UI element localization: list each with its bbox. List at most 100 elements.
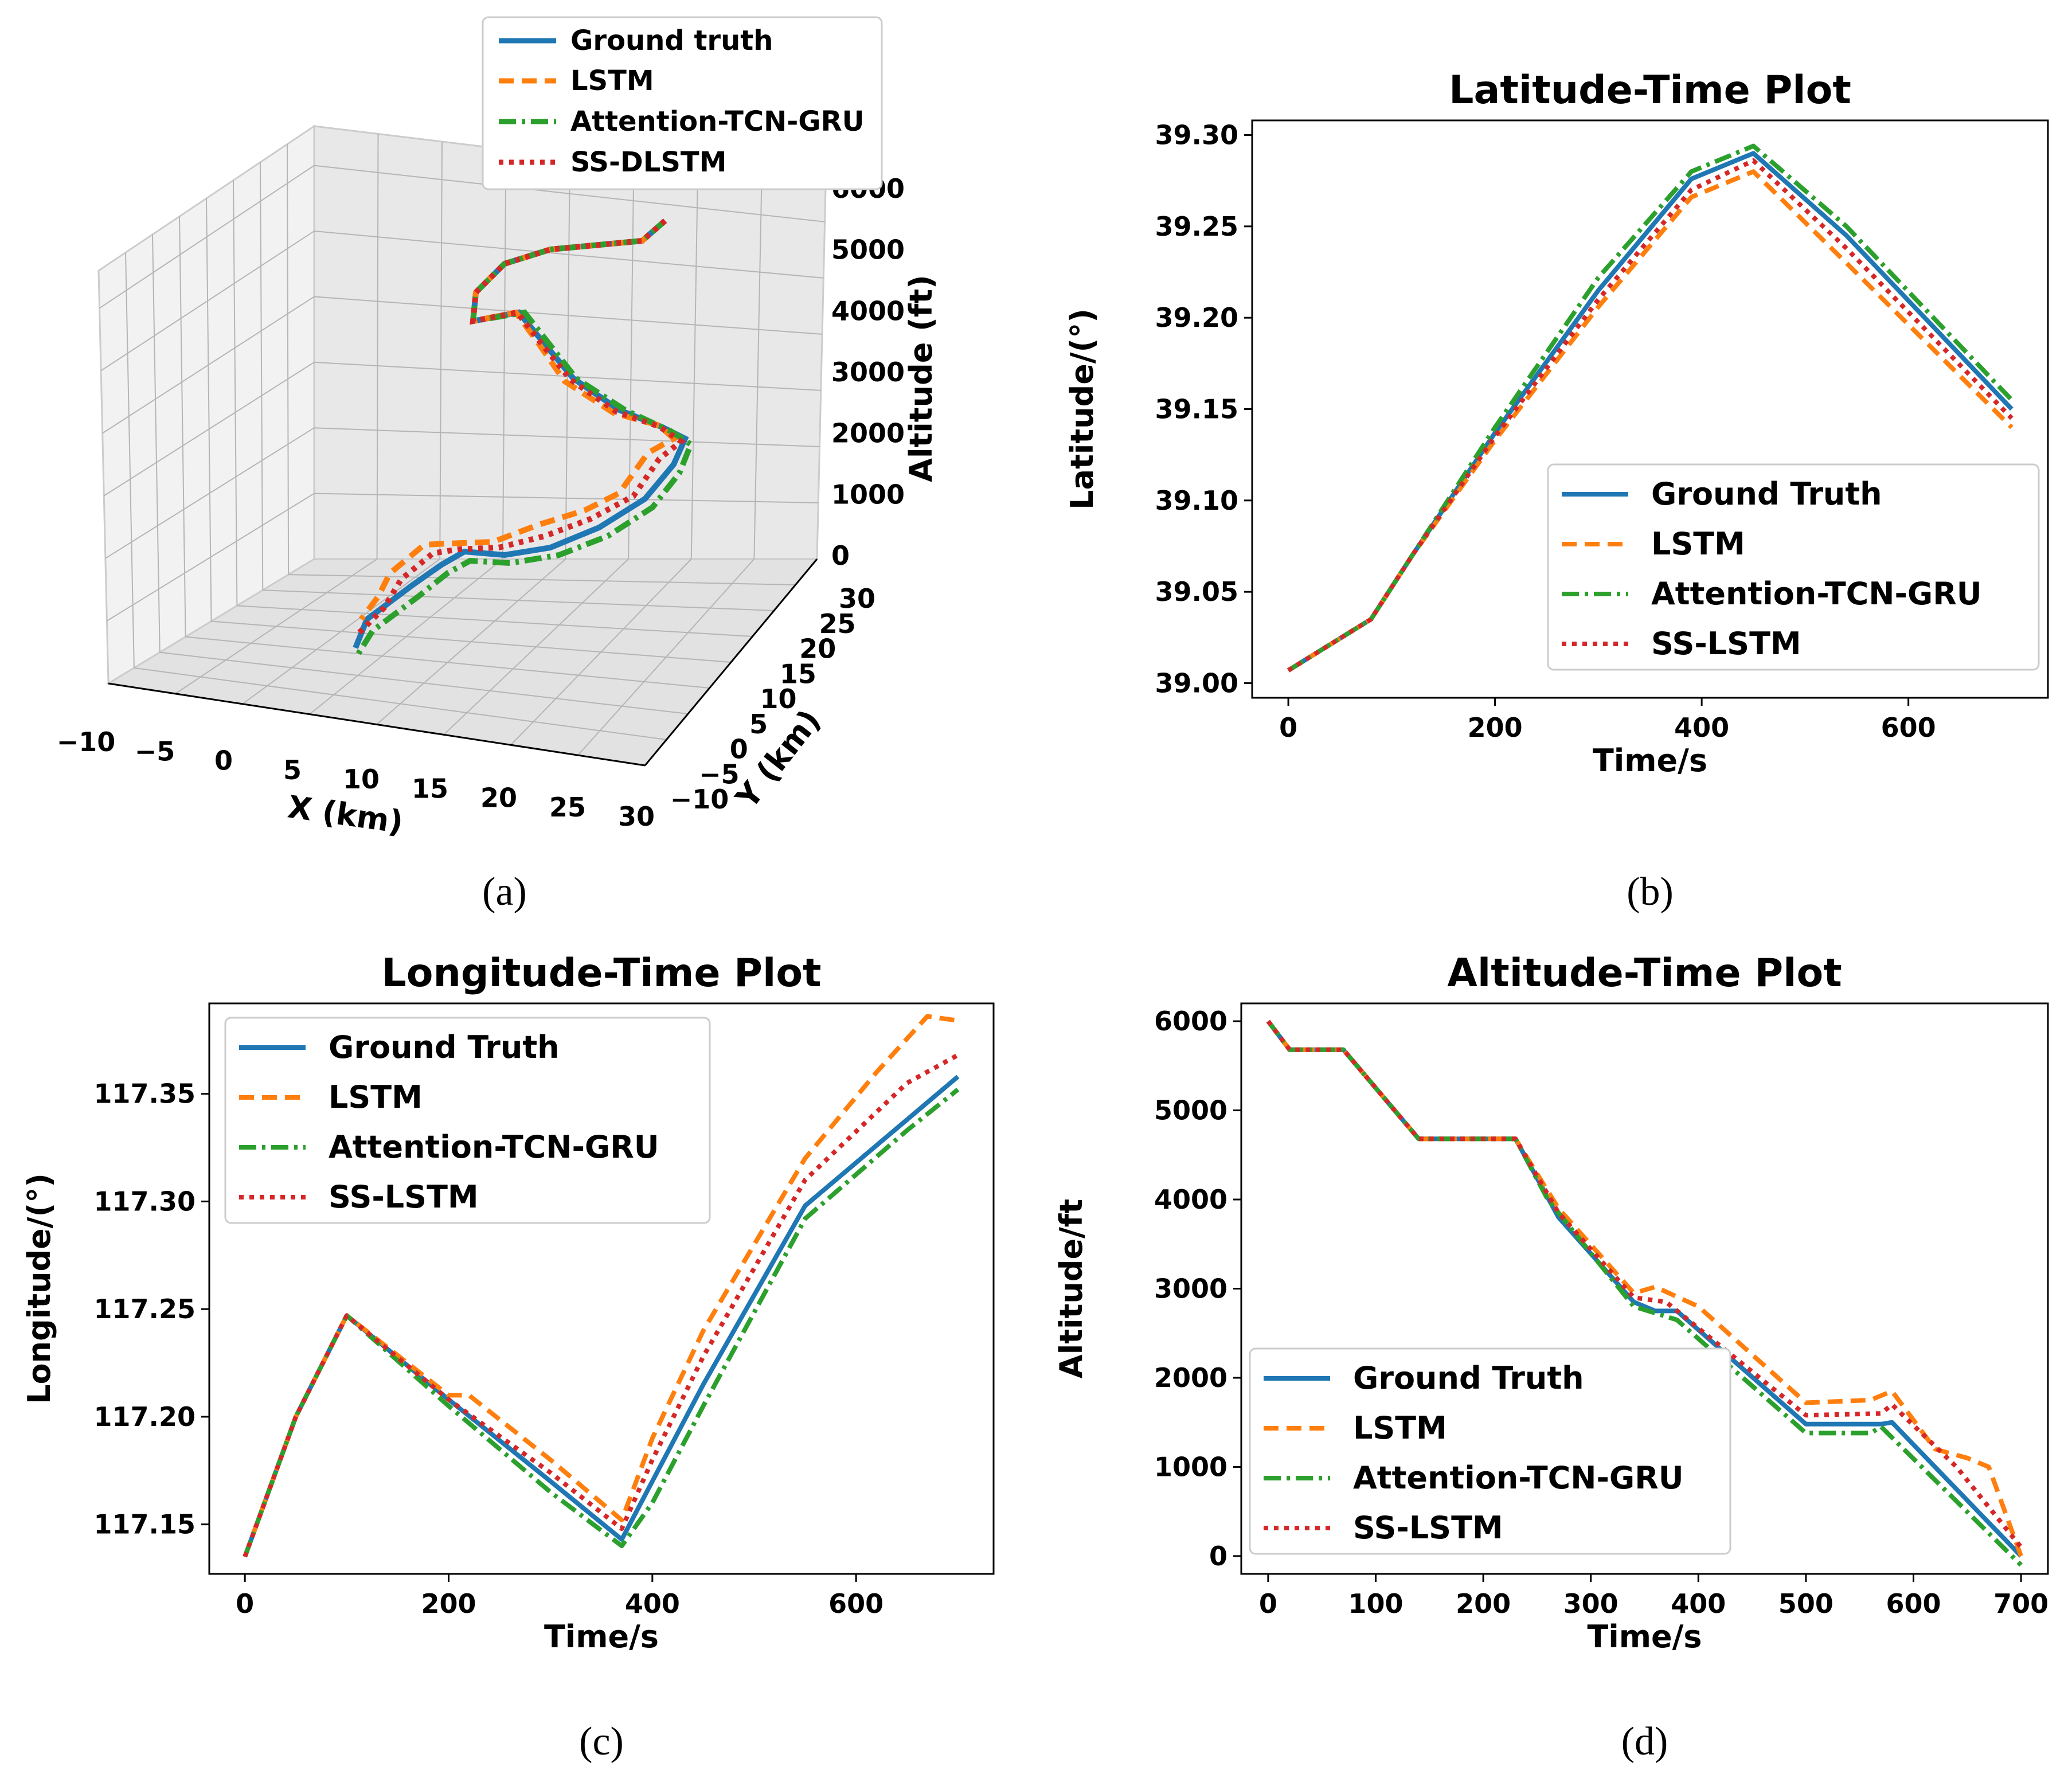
- legend-item-ground-truth: Ground Truth: [239, 1029, 560, 1065]
- legend-label: LSTM: [570, 65, 654, 97]
- grid-line: [628, 165, 635, 560]
- x-tick-label: 400: [1671, 1588, 1726, 1619]
- x-tick-label-3d: −5: [135, 736, 175, 767]
- panel-c-longitude-time: Longitude-Time Plot 0 200 400 600 117.15 117.2…: [21, 951, 995, 1764]
- legend-label: Ground Truth: [329, 1029, 560, 1065]
- series-line-ss: [243, 1053, 959, 1558]
- y-tick-label: 117.25: [93, 1294, 196, 1324]
- legend-item-lstm: LSTM: [1562, 526, 1745, 562]
- legend-item-ground-truth: Ground Truth: [1562, 476, 1882, 512]
- x-tick-label-3d: 20: [480, 783, 517, 814]
- x-tick-label: 0: [1259, 1588, 1277, 1619]
- chart-title: Altitude-Time Plot: [1447, 951, 1842, 996]
- y-axis-label: Latitude/(°): [1064, 308, 1100, 510]
- grid-line: [99, 165, 315, 309]
- y-tick-label: 39.30: [1155, 119, 1238, 150]
- x-tick-label: 100: [1348, 1588, 1403, 1619]
- legend-label: Attention-TCN-GRU: [329, 1129, 659, 1165]
- legend-label: SS-DLSTM: [570, 146, 726, 178]
- y-tick-label: 5000: [1154, 1095, 1227, 1126]
- grid-line: [443, 558, 629, 736]
- legend-label: SS-LSTM: [1353, 1510, 1503, 1546]
- grid-line: [510, 558, 692, 745]
- y-tick-label: 117.30: [93, 1186, 196, 1217]
- traj-attention-tcn-gru: [355, 218, 695, 655]
- grid-line: [263, 589, 775, 611]
- plot-frame: [208, 1002, 995, 1575]
- legend-box: [224, 1017, 711, 1224]
- trajectory-3d: [353, 218, 695, 655]
- grid-line: [206, 198, 212, 622]
- panel-caption: (d): [1621, 1720, 1668, 1764]
- grid-line: [288, 574, 796, 585]
- grid-line: [287, 144, 290, 575]
- grid-line: [565, 157, 570, 560]
- grid-line: [577, 558, 755, 756]
- panel-b-latitude-time: Latitude-Time Plot 0 200 400 600 39.00 39.05 39…: [1064, 68, 2049, 914]
- series-line-attn: [243, 1088, 960, 1558]
- legend-label: Attention-TCN-GRU: [1651, 576, 1982, 612]
- x-tick-label-3d: 0: [214, 745, 233, 776]
- legend: Ground Truth LSTM Attention-TCN-GRU SS-LSTM: [1249, 1347, 1731, 1555]
- y-tick-label-3d: 30: [839, 583, 875, 614]
- grid-line: [260, 162, 264, 591]
- y-tick-label-3d: 15: [780, 658, 816, 689]
- legend-box: [1547, 463, 2040, 671]
- series-line-attn: [1287, 143, 2014, 673]
- legend-item-lstm: LSTM: [499, 65, 654, 97]
- chart-title: Latitude-Time Plot: [1449, 68, 1851, 113]
- y-tick-label: 1000: [1154, 1451, 1227, 1482]
- x-tick-label-3d: 5: [283, 755, 302, 786]
- y-tick-label: 39.20: [1155, 302, 1238, 333]
- y-axis-line: [644, 558, 818, 766]
- legend-label: LSTM: [1353, 1410, 1447, 1446]
- legend-item-ground-truth: Ground Truth: [1264, 1360, 1584, 1396]
- x-tick-label: 600: [828, 1588, 883, 1619]
- legend-item-ss-lstm: SS-LSTM: [1264, 1510, 1503, 1546]
- y-tick-label: 39.25: [1155, 211, 1238, 242]
- grid-line: [152, 234, 161, 652]
- series-line-ss: [1287, 158, 2014, 673]
- y-tick-label: 2000: [1154, 1362, 1227, 1393]
- z-tick-label-3d: 1000: [831, 479, 905, 510]
- legend-box: [1249, 1347, 1731, 1555]
- y-tick-label: 39.05: [1155, 576, 1238, 607]
- z-tick-label-3d: 5000: [831, 235, 905, 265]
- y-tick-label-3d: 25: [819, 608, 856, 639]
- legend-item-attention-tcn-gru: Attention-TCN-GRU: [1264, 1460, 1684, 1496]
- x-axis-label: Time/s: [1587, 1619, 1702, 1655]
- y-tick-label: 117.35: [93, 1079, 196, 1109]
- legend-label: LSTM: [329, 1079, 423, 1115]
- legend: Ground Truth LSTM Attention-TCN-GRU SS-LSTM: [224, 1017, 711, 1224]
- grid-line: [439, 141, 443, 560]
- grid-line: [233, 180, 238, 606]
- y-tick-label-3d: 10: [760, 683, 796, 714]
- legend-label: Ground Truth: [1651, 476, 1882, 512]
- grid-line: [314, 361, 821, 391]
- series-group: [1287, 143, 2014, 673]
- x-tick-label: 0: [236, 1588, 254, 1619]
- legend-item-attention-tcn-gru: Attention-TCN-GRU: [239, 1129, 659, 1165]
- grid-line: [105, 427, 315, 559]
- grid-line: [125, 252, 135, 668]
- legend-item-ss-lstm: SS-LSTM: [239, 1179, 479, 1215]
- legend-label: Ground Truth: [1353, 1360, 1584, 1396]
- x-tick-label: 300: [1563, 1588, 1618, 1619]
- grid-line: [211, 620, 732, 663]
- y-tick-label-3d: 5: [749, 709, 768, 740]
- x-tick-label-3d: 25: [549, 792, 586, 823]
- grid-line: [314, 493, 819, 503]
- legend-item-attention-tcn-gru: Attention-TCN-GRU: [499, 105, 865, 138]
- x-tick-label: 500: [1778, 1588, 1833, 1619]
- x-axis-label-3d: X (km): [286, 788, 405, 840]
- x-tick-label: 200: [1456, 1588, 1511, 1619]
- panel-caption: (c): [579, 1720, 624, 1764]
- grid-line: [314, 427, 820, 447]
- y-tick-label: 39.10: [1155, 485, 1238, 516]
- x-axis-line: [108, 682, 646, 767]
- x-axis-label: Time/s: [1593, 743, 1707, 779]
- grid-line: [314, 296, 823, 335]
- legend-item-attention-tcn-gru: Attention-TCN-GRU: [1562, 576, 1982, 612]
- chart-title: Longitude-Time Plot: [381, 951, 821, 996]
